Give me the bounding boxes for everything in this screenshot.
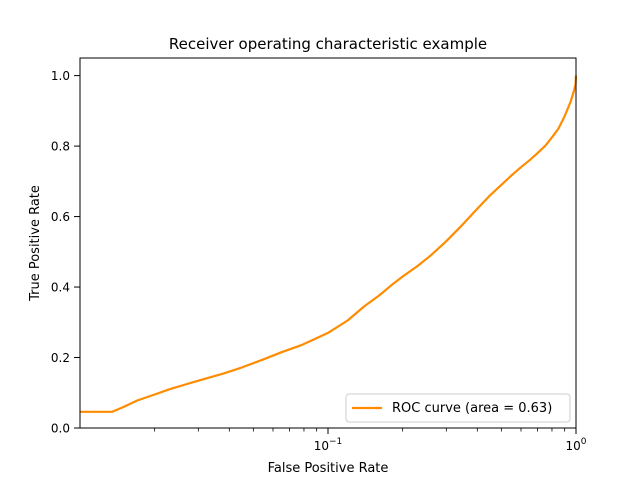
x-tick-label: 10−1 bbox=[314, 437, 343, 453]
y-tick-label: 0.8 bbox=[51, 140, 70, 154]
curve-layer bbox=[80, 75, 578, 413]
x-axis-label: False Positive Rate bbox=[268, 461, 389, 476]
chart-title: Receiver operating characteristic exampl… bbox=[169, 35, 487, 53]
legend-box bbox=[345, 393, 571, 423]
legend: ROC curve (area = 0.63) bbox=[345, 393, 571, 423]
y-axis-label: True Positive Rate bbox=[28, 185, 43, 302]
legend-label: ROC curve (area = 0.63) bbox=[392, 401, 552, 416]
x-tick-label: 100 bbox=[565, 437, 586, 453]
x-axis: 10−1 100 bbox=[154, 428, 587, 453]
y-axis: 0.0 0.2 0.4 0.6 0.8 1.0 bbox=[51, 69, 80, 436]
y-tick-label: 0.6 bbox=[51, 210, 70, 224]
y-tick-label: 0.2 bbox=[51, 351, 70, 365]
y-tick-label: 1.0 bbox=[51, 69, 70, 83]
plot-area bbox=[80, 58, 576, 428]
roc-curve-line bbox=[80, 75, 578, 413]
y-tick-label: 0.4 bbox=[51, 281, 70, 295]
y-tick-label: 0.0 bbox=[51, 422, 70, 436]
